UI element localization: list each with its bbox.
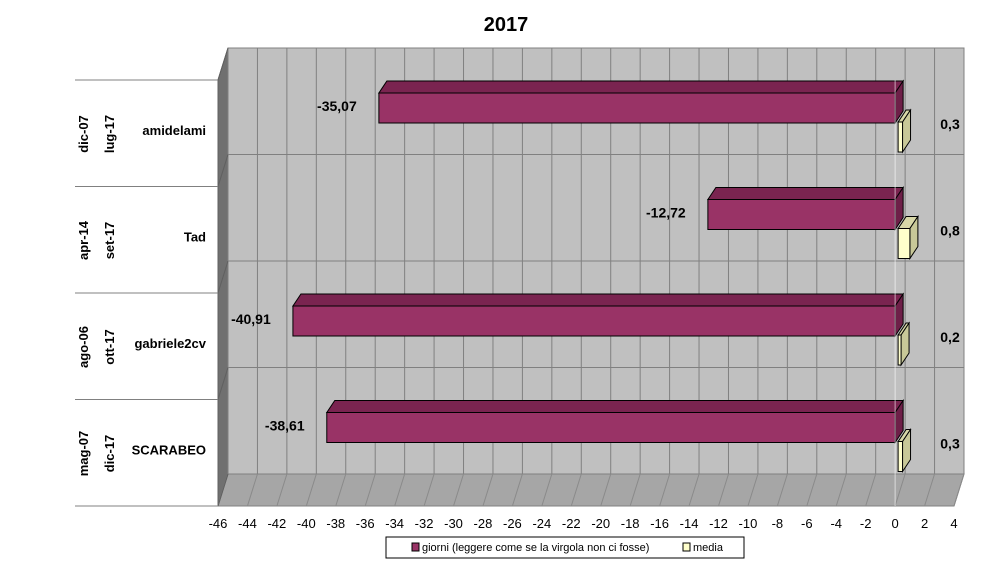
floor-gridline [570, 473, 582, 507]
bar-giorni [707, 199, 896, 230]
legend-label-media: media [693, 542, 724, 554]
x-tick-label: -36 [356, 516, 375, 531]
floor-gridline [511, 473, 523, 507]
bar-media [897, 228, 911, 259]
bar-giorni-top [377, 80, 905, 94]
category-separator [217, 260, 229, 294]
x-tick-label: -14 [680, 516, 699, 531]
x-tick-label: -34 [385, 516, 404, 531]
legend [385, 536, 745, 559]
floor-gridline [276, 473, 288, 507]
x-tick-label: -40 [297, 516, 316, 531]
category-from-label: apr-14 [76, 220, 91, 260]
floor-gridline [600, 473, 612, 507]
x-tick-label: -30 [444, 516, 463, 531]
floor-gridline [246, 473, 258, 507]
data-label-media: 0,3 [940, 116, 960, 132]
floor [217, 473, 965, 507]
x-tick-label: -20 [591, 516, 610, 531]
category-to-label: dic-17 [102, 435, 117, 473]
bar-media [897, 121, 904, 153]
bar-giorni-top [706, 187, 905, 200]
x-tick-label: 2 [921, 516, 928, 531]
category-from-label: dic-07 [76, 115, 91, 153]
x-tick-label: -8 [772, 516, 784, 531]
category-to-label: set-17 [102, 222, 117, 260]
x-tick-label: -2 [860, 516, 872, 531]
bar-giorni [326, 412, 896, 443]
floor-gridline [835, 473, 847, 507]
data-label-media: 0,8 [940, 223, 960, 239]
floor-gridline [718, 473, 729, 507]
x-tick-label: -42 [267, 516, 286, 531]
floor-gridline [541, 473, 553, 507]
x-tick-label: -38 [326, 516, 345, 531]
x-tick-label: -46 [209, 516, 228, 531]
category-label: SCARABEO [132, 443, 206, 458]
floor-gridline [924, 473, 936, 507]
bar-giorni [292, 305, 896, 337]
data-label-media: 0,2 [940, 329, 960, 345]
x-tick-label: -26 [503, 516, 522, 531]
category-separator [217, 367, 229, 400]
category-separator [217, 47, 229, 81]
floor-gridline [305, 473, 317, 507]
legend-swatch-giorni [411, 542, 420, 552]
x-tick-label: -32 [415, 516, 434, 531]
floor-gridline [394, 473, 406, 507]
floor-gridline [865, 473, 877, 507]
floor-gridline [335, 473, 347, 507]
floor-gridline [364, 473, 376, 507]
plot-area: -46 -44 -42 -40 -38 -36 -34 -32 -30 -28 -26 -24 -22-… [75, 47, 965, 559]
floor-gridline [629, 473, 641, 507]
data-label-giorni: -40,91 [231, 311, 271, 327]
x-tick-label: -16 [650, 516, 669, 531]
x-tick-label: -6 [801, 516, 813, 531]
floor-gridline [747, 473, 759, 507]
data-label-media: 0,3 [940, 436, 960, 452]
category-label: gabriele2cv [134, 336, 206, 351]
data-label-giorni: -38,61 [265, 418, 305, 434]
x-tick-label: -12 [709, 516, 728, 531]
legend-swatch-media [682, 542, 691, 552]
category-label: amidelami [142, 123, 206, 138]
floor-gridline [423, 473, 435, 507]
category-separator [217, 154, 229, 187]
floor-gridline [482, 473, 494, 507]
x-tick-label: -10 [739, 516, 758, 531]
floor-gridline [688, 473, 700, 507]
data-label-giorni: -35,07 [317, 98, 357, 114]
x-tick-label: -4 [830, 516, 842, 531]
category-to-label: lug-17 [102, 115, 117, 153]
floor-gridline [453, 473, 464, 507]
bar-giorni [378, 92, 896, 124]
chart-title: 2017 [484, 14, 529, 36]
floor-gridline [776, 473, 788, 507]
floor-gridline [894, 473, 906, 507]
x-tick-label: -22 [562, 516, 581, 531]
category-from-label: mag-07 [76, 431, 91, 477]
bar-giorni-top [325, 400, 905, 413]
floor-gridline [806, 473, 818, 507]
x-tick-label: 4 [950, 516, 957, 531]
x-tick-label: -24 [532, 516, 551, 531]
category-to-label: ott-17 [102, 329, 117, 364]
category-label: Tad [184, 230, 206, 245]
bar-media [897, 334, 902, 366]
category-separator [217, 473, 229, 507]
floor-gridline [953, 473, 965, 507]
x-tick-label: -44 [238, 516, 257, 531]
floor-gridline [659, 473, 671, 507]
legend-label-giorni: giorni (leggere come se la virgola non c… [422, 542, 649, 554]
x-tick-label: -28 [474, 516, 493, 531]
bar-giorni-top [291, 293, 905, 307]
x-tick-label: 0 [892, 516, 899, 531]
bar-media [897, 441, 904, 472]
category-from-label: ago-06 [76, 326, 91, 368]
data-label-giorni: -12,72 [646, 205, 686, 221]
x-tick-label: -18 [621, 516, 640, 531]
